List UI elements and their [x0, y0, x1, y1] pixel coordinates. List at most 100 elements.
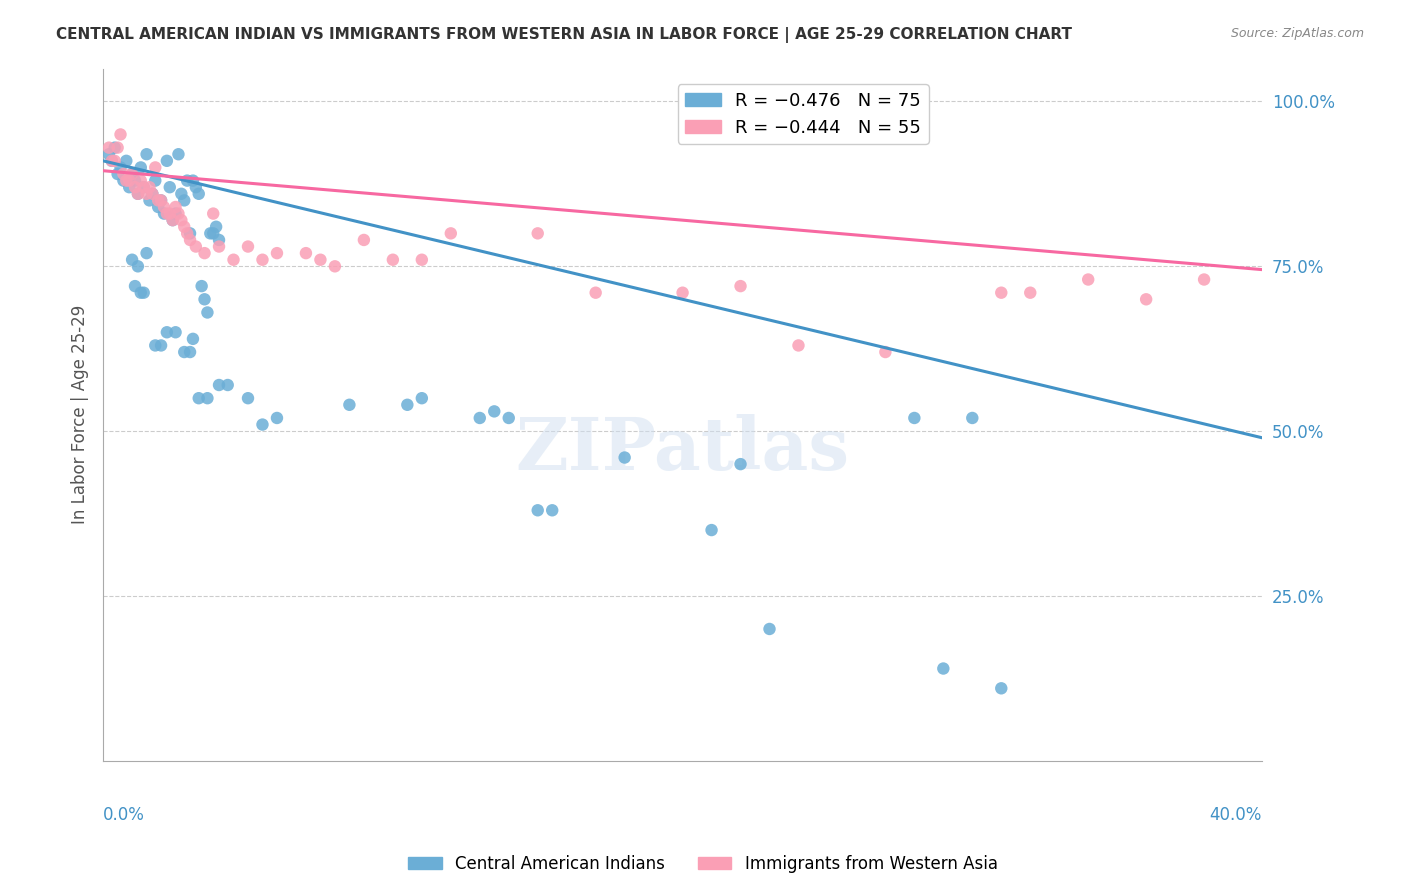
Point [236, 391, 259, 405]
Point [671, 285, 693, 300]
Point [875, 345, 897, 359]
Text: Source: ZipAtlas.com: Source: ZipAtlas.com [1230, 27, 1364, 40]
Point [159, 206, 181, 220]
Point [167, 206, 190, 220]
Point [266, 246, 288, 260]
Point [150, 338, 173, 352]
Point [170, 186, 193, 201]
Point [1135, 293, 1157, 307]
Point [339, 398, 361, 412]
Point [127, 260, 149, 274]
Point [585, 285, 607, 300]
Point [156, 153, 179, 168]
Point [541, 503, 564, 517]
Point [110, 161, 132, 175]
Point [266, 411, 288, 425]
Point [252, 417, 274, 432]
Point [173, 194, 195, 208]
Point [124, 180, 146, 194]
Point [115, 153, 138, 168]
Point [193, 293, 215, 307]
Point [150, 194, 173, 208]
Point [118, 180, 141, 194]
Point [141, 186, 163, 201]
Point [484, 404, 506, 418]
Point [730, 457, 752, 471]
Point [118, 173, 141, 187]
Text: ZIPatlas: ZIPatlas [516, 414, 849, 484]
Point [181, 173, 204, 187]
Legend: Central American Indians, Immigrants from Western Asia: Central American Indians, Immigrants fro… [402, 848, 1004, 880]
Point [156, 325, 179, 339]
Point [150, 194, 173, 208]
Point [962, 411, 984, 425]
Point [236, 239, 259, 253]
Point [187, 186, 209, 201]
Point [138, 180, 160, 194]
Text: CENTRAL AMERICAN INDIAN VS IMMIGRANTS FROM WESTERN ASIA IN LABOR FORCE | AGE 25-: CENTRAL AMERICAN INDIAN VS IMMIGRANTS FR… [56, 27, 1073, 43]
Point [115, 173, 138, 187]
Point [153, 200, 176, 214]
Point [143, 161, 166, 175]
Point [167, 147, 190, 161]
Point [104, 141, 127, 155]
Point [112, 173, 135, 187]
Point [700, 523, 723, 537]
Point [129, 173, 152, 187]
Point [222, 252, 245, 267]
Point [162, 213, 184, 227]
Point [295, 246, 318, 260]
Text: 40.0%: 40.0% [1209, 805, 1263, 824]
Point [176, 227, 198, 241]
Point [1077, 272, 1099, 286]
Point [156, 206, 179, 220]
Point [353, 233, 375, 247]
Point [381, 252, 404, 267]
Point [190, 279, 212, 293]
Point [170, 213, 193, 227]
Point [193, 246, 215, 260]
Point [124, 279, 146, 293]
Point [309, 252, 332, 267]
Point [148, 200, 170, 214]
Point [101, 153, 124, 168]
Point [184, 180, 207, 194]
Point [411, 391, 433, 405]
Point [202, 206, 225, 220]
Y-axis label: In Labor Force | Age 25-29: In Labor Force | Age 25-29 [72, 305, 89, 524]
Point [498, 411, 520, 425]
Point [903, 411, 925, 425]
Point [129, 161, 152, 175]
Point [613, 450, 636, 465]
Point [165, 200, 187, 214]
Text: 0.0%: 0.0% [103, 805, 145, 824]
Point [208, 233, 231, 247]
Point [138, 194, 160, 208]
Point [110, 128, 132, 142]
Point [124, 173, 146, 187]
Point [526, 227, 548, 241]
Point [121, 167, 143, 181]
Point [1192, 272, 1215, 286]
Point [205, 219, 228, 234]
Point [165, 206, 187, 220]
Legend: R = −0.476   N = 75, R = −0.444   N = 55: R = −0.476 N = 75, R = −0.444 N = 55 [678, 85, 928, 144]
Point [135, 246, 157, 260]
Point [121, 167, 143, 181]
Point [184, 239, 207, 253]
Point [107, 167, 129, 181]
Point [165, 325, 187, 339]
Point [143, 173, 166, 187]
Point [143, 338, 166, 352]
Point [526, 503, 548, 517]
Point [97, 141, 120, 155]
Point [323, 260, 346, 274]
Point [411, 252, 433, 267]
Point [173, 219, 195, 234]
Point [176, 173, 198, 187]
Point [1019, 285, 1042, 300]
Point [179, 345, 201, 359]
Point [252, 252, 274, 267]
Point [129, 285, 152, 300]
Point [202, 227, 225, 241]
